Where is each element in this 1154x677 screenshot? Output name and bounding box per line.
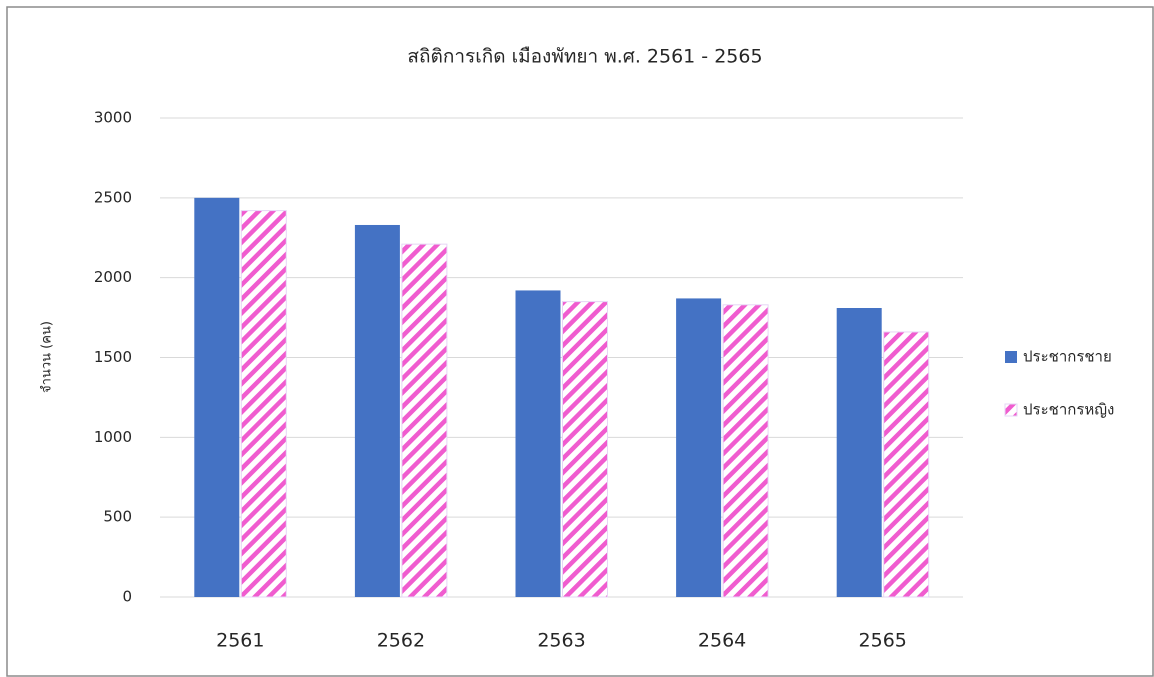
y-tick-label: 1000 [94, 428, 132, 446]
bar [194, 197, 240, 598]
bar [836, 308, 882, 597]
y-tick-label: 0 [122, 588, 132, 606]
y-tick-label: 500 [103, 508, 132, 526]
x-tick-label: 2562 [377, 630, 425, 652]
bar [354, 224, 400, 597]
x-tick-label: 2565 [859, 630, 907, 652]
y-tick-label: 2000 [94, 268, 132, 286]
y-tick-label: 2500 [94, 188, 132, 206]
bar [722, 304, 769, 598]
legend-swatch [1004, 403, 1018, 417]
y-tick-label: 1500 [94, 348, 132, 366]
bar [676, 298, 722, 597]
legend-swatch [1005, 351, 1017, 363]
legend-label: ประชากรหญิง [1023, 401, 1114, 419]
x-tick-label: 2561 [216, 630, 264, 652]
bar [240, 210, 287, 598]
legend-label: ประชากรชาย [1023, 348, 1112, 366]
bar [883, 331, 930, 598]
chart-title: สถิติการเกิด เมืองพัทยา พ.ศ. 2561 - 2565 [407, 46, 762, 68]
y-tick-label: 3000 [94, 109, 132, 127]
x-tick-label: 2564 [698, 630, 746, 652]
x-tick-label: 2563 [537, 630, 585, 652]
y-axis-label: จำนวน (คน) [40, 321, 55, 393]
bar [515, 290, 561, 597]
bar [401, 243, 448, 598]
bar [562, 301, 608, 598]
